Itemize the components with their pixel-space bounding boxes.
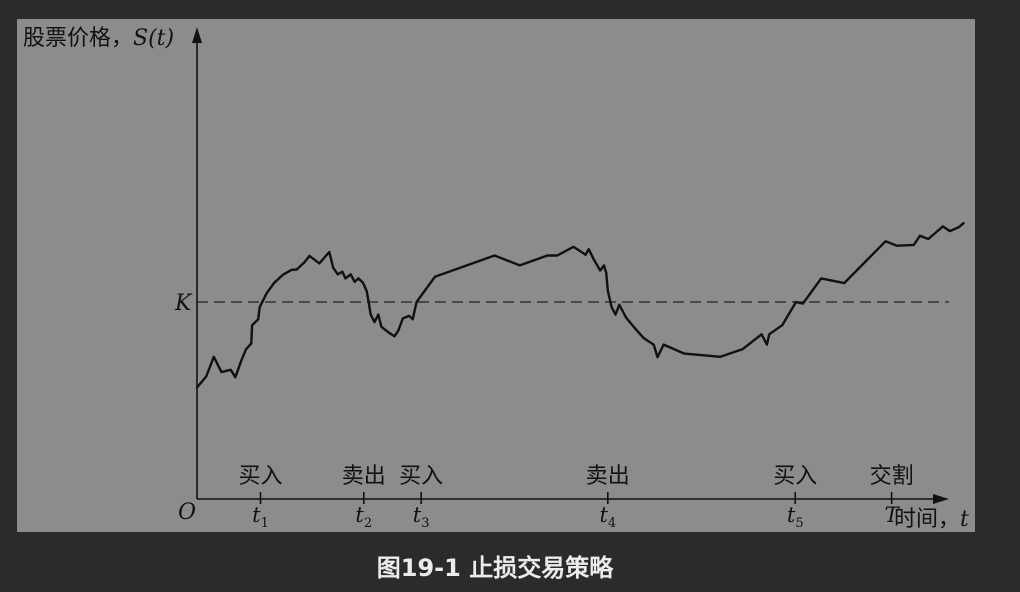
- x-tick-label-1: t1: [252, 503, 269, 531]
- x-axis-label-text: 时间，: [894, 507, 960, 532]
- x-tick-label-3: t3: [413, 503, 430, 531]
- x-tick-subscript: 1: [261, 516, 269, 531]
- strike-label: K: [174, 291, 193, 316]
- x-tick-subscript: 3: [421, 516, 429, 531]
- action-label-4: 卖出: [586, 464, 630, 489]
- y-axis-label-var: S: [133, 26, 148, 51]
- x-tick-subscript: 4: [608, 516, 616, 531]
- x-tick-subscript: 5: [795, 516, 803, 531]
- x-tick-var: t: [252, 503, 261, 527]
- x-tick-label-6: T: [885, 503, 901, 527]
- x-tick-var: t: [355, 503, 364, 527]
- action-label-5: 买入: [773, 464, 817, 489]
- x-tick-var: t: [787, 503, 796, 527]
- figure-caption: 图19-1 止损交易策略: [376, 554, 614, 582]
- x-axis-label-var: t: [960, 507, 969, 532]
- x-tick-var: t: [599, 503, 608, 527]
- x-tick-var: T: [885, 503, 901, 527]
- stock-price-line-1: [195, 222, 965, 389]
- x-tick-label-5: t5: [787, 503, 804, 531]
- action-label-3: 买入: [399, 464, 443, 489]
- action-label-2: 卖出: [342, 464, 386, 489]
- origin-label: O: [178, 500, 196, 525]
- x-tick-label-2: t2: [355, 503, 372, 531]
- x-tick-var: t: [413, 503, 422, 527]
- x-axis-arrow: [933, 494, 949, 504]
- action-label-1: 买入: [238, 464, 282, 489]
- x-tick-label-4: t4: [599, 503, 616, 531]
- y-axis-arrow: [192, 27, 202, 43]
- y-axis-label-arg: (t): [148, 26, 174, 51]
- x-axis-label: 时间，t: [894, 507, 969, 532]
- y-axis-label: 股票价格，S(t): [23, 26, 174, 51]
- action-label-6: 交割: [870, 464, 914, 489]
- x-tick-subscript: 2: [364, 516, 372, 531]
- y-axis-label-text: 股票价格，: [23, 26, 133, 51]
